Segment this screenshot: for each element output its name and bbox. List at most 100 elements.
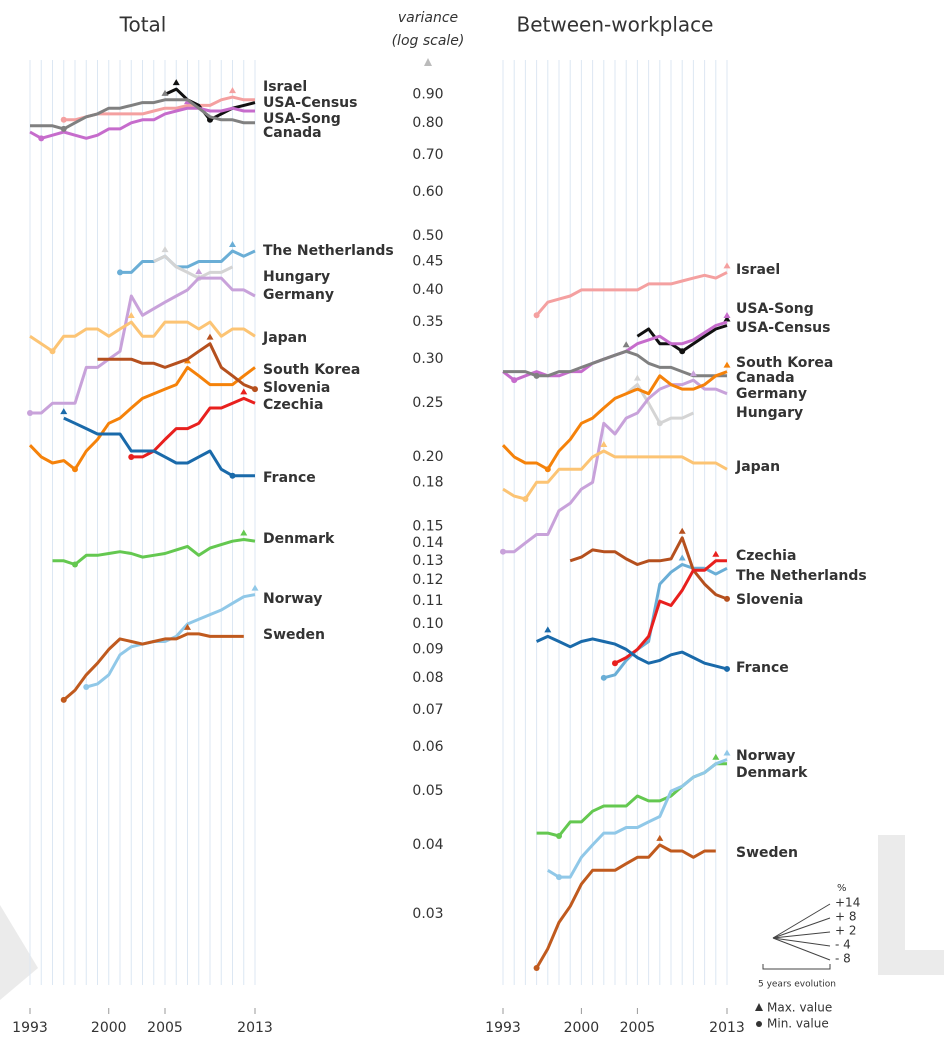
min-marker	[117, 269, 123, 276]
series-label: USA-Song	[263, 111, 341, 127]
min-marker	[544, 466, 551, 473]
series-label: Israel	[263, 79, 307, 95]
series-line	[502, 449, 728, 501]
fan-line	[772, 917, 831, 939]
min-marker	[679, 348, 686, 355]
y-tick-label: 0.45	[412, 253, 443, 269]
min-marker	[72, 466, 78, 473]
fan-line	[772, 937, 831, 947]
max-marker	[723, 315, 731, 322]
y-tick-label: 0.04	[412, 837, 443, 853]
series: USA-Census	[636, 315, 830, 355]
series-label: Japan	[735, 459, 780, 475]
series-line	[29, 106, 255, 140]
y-tick-label: 0.07	[412, 702, 443, 718]
series-label: The Netherlands	[263, 243, 394, 259]
series-line	[29, 320, 256, 353]
series: France	[535, 626, 789, 676]
unit: %	[837, 883, 847, 894]
min-marker	[72, 561, 78, 568]
max-marker	[229, 87, 236, 94]
series-line	[63, 416, 255, 478]
scale-bar	[762, 964, 831, 970]
max-marker	[723, 312, 731, 319]
y-tick-label: 0.90	[412, 86, 443, 102]
max-marker	[723, 749, 731, 756]
y-tick-label: 0.30	[412, 351, 443, 367]
x-tick-label: 2005	[620, 1020, 656, 1036]
series-line	[62, 632, 244, 702]
fan-line	[772, 937, 831, 961]
y-tick-label: 0.11	[412, 593, 443, 609]
max-marker	[161, 89, 169, 96]
series: Germany	[500, 370, 807, 555]
series-label: Germany	[736, 386, 807, 402]
evolution-label: +14	[835, 896, 860, 910]
min-label: Min. value	[767, 1017, 829, 1031]
series: Denmark	[52, 529, 335, 568]
series: Israel	[533, 262, 780, 319]
series-line	[153, 254, 234, 280]
y-tick-label: 0.13	[412, 553, 443, 569]
y-tick-label: 0.14	[412, 535, 443, 551]
y-tick-label: 0.60	[412, 184, 443, 200]
min-marker	[49, 348, 56, 355]
series-label: Germany	[263, 287, 334, 303]
min-marker	[556, 833, 562, 840]
series: Czechia	[128, 388, 323, 460]
series-label: Czechia	[736, 548, 796, 564]
axis-arrow	[424, 58, 432, 66]
max-marker	[656, 834, 664, 841]
min-marker	[533, 312, 540, 319]
min-symbol	[756, 1021, 762, 1027]
min-marker	[724, 595, 730, 602]
series-label: Sweden	[263, 627, 325, 643]
min-marker	[229, 472, 236, 479]
series: USA-Census	[164, 79, 357, 123]
y-tick-label: 0.03	[412, 906, 443, 922]
min-marker	[724, 665, 730, 672]
series-line	[97, 342, 256, 391]
y-tick-label: 0.70	[412, 147, 443, 163]
series: Germany	[27, 268, 334, 416]
series: Slovenia	[569, 527, 803, 608]
max-marker	[712, 550, 720, 557]
series: The Netherlands	[600, 554, 867, 681]
max-marker	[712, 753, 720, 760]
max-marker	[678, 554, 686, 561]
min-marker	[128, 453, 135, 460]
series: South Korea	[28, 357, 360, 473]
evolution-legend: % +14 + 8 + 2 - 4 - 8 5 years evolution …	[755, 883, 860, 1031]
y-tick-label: 0.80	[412, 115, 443, 131]
max-marker	[723, 262, 731, 269]
series-label: Sweden	[736, 845, 798, 861]
max-marker	[195, 268, 203, 275]
y-tick-label: 0.40	[412, 282, 443, 298]
series: USA-Song	[29, 98, 341, 142]
max-marker	[60, 408, 68, 415]
y-tick-label: 0.10	[412, 616, 443, 632]
max-marker	[723, 361, 731, 368]
y-tick-label: 0.09	[412, 641, 443, 657]
series: Czechia	[612, 548, 796, 667]
min-marker	[60, 696, 67, 703]
min-marker	[252, 386, 258, 393]
series: The Netherlands	[117, 240, 394, 276]
min-marker	[38, 135, 45, 142]
series-line	[28, 365, 256, 471]
axis-subtitle: (log scale)	[392, 33, 465, 49]
max-marker	[544, 626, 552, 633]
min-marker	[522, 495, 529, 502]
series: Hungary	[153, 246, 330, 285]
series: Japan	[502, 440, 780, 502]
y-tick-label: 0.20	[412, 449, 443, 465]
series-label: France	[736, 660, 789, 676]
min-marker	[556, 874, 562, 881]
y-tick-label: 0.35	[412, 314, 443, 330]
min-marker	[27, 409, 33, 416]
max-marker	[678, 527, 686, 534]
fan-line	[772, 931, 831, 939]
series-label: South Korea	[736, 355, 833, 371]
series: Japan	[29, 312, 307, 355]
series-line	[535, 634, 728, 671]
